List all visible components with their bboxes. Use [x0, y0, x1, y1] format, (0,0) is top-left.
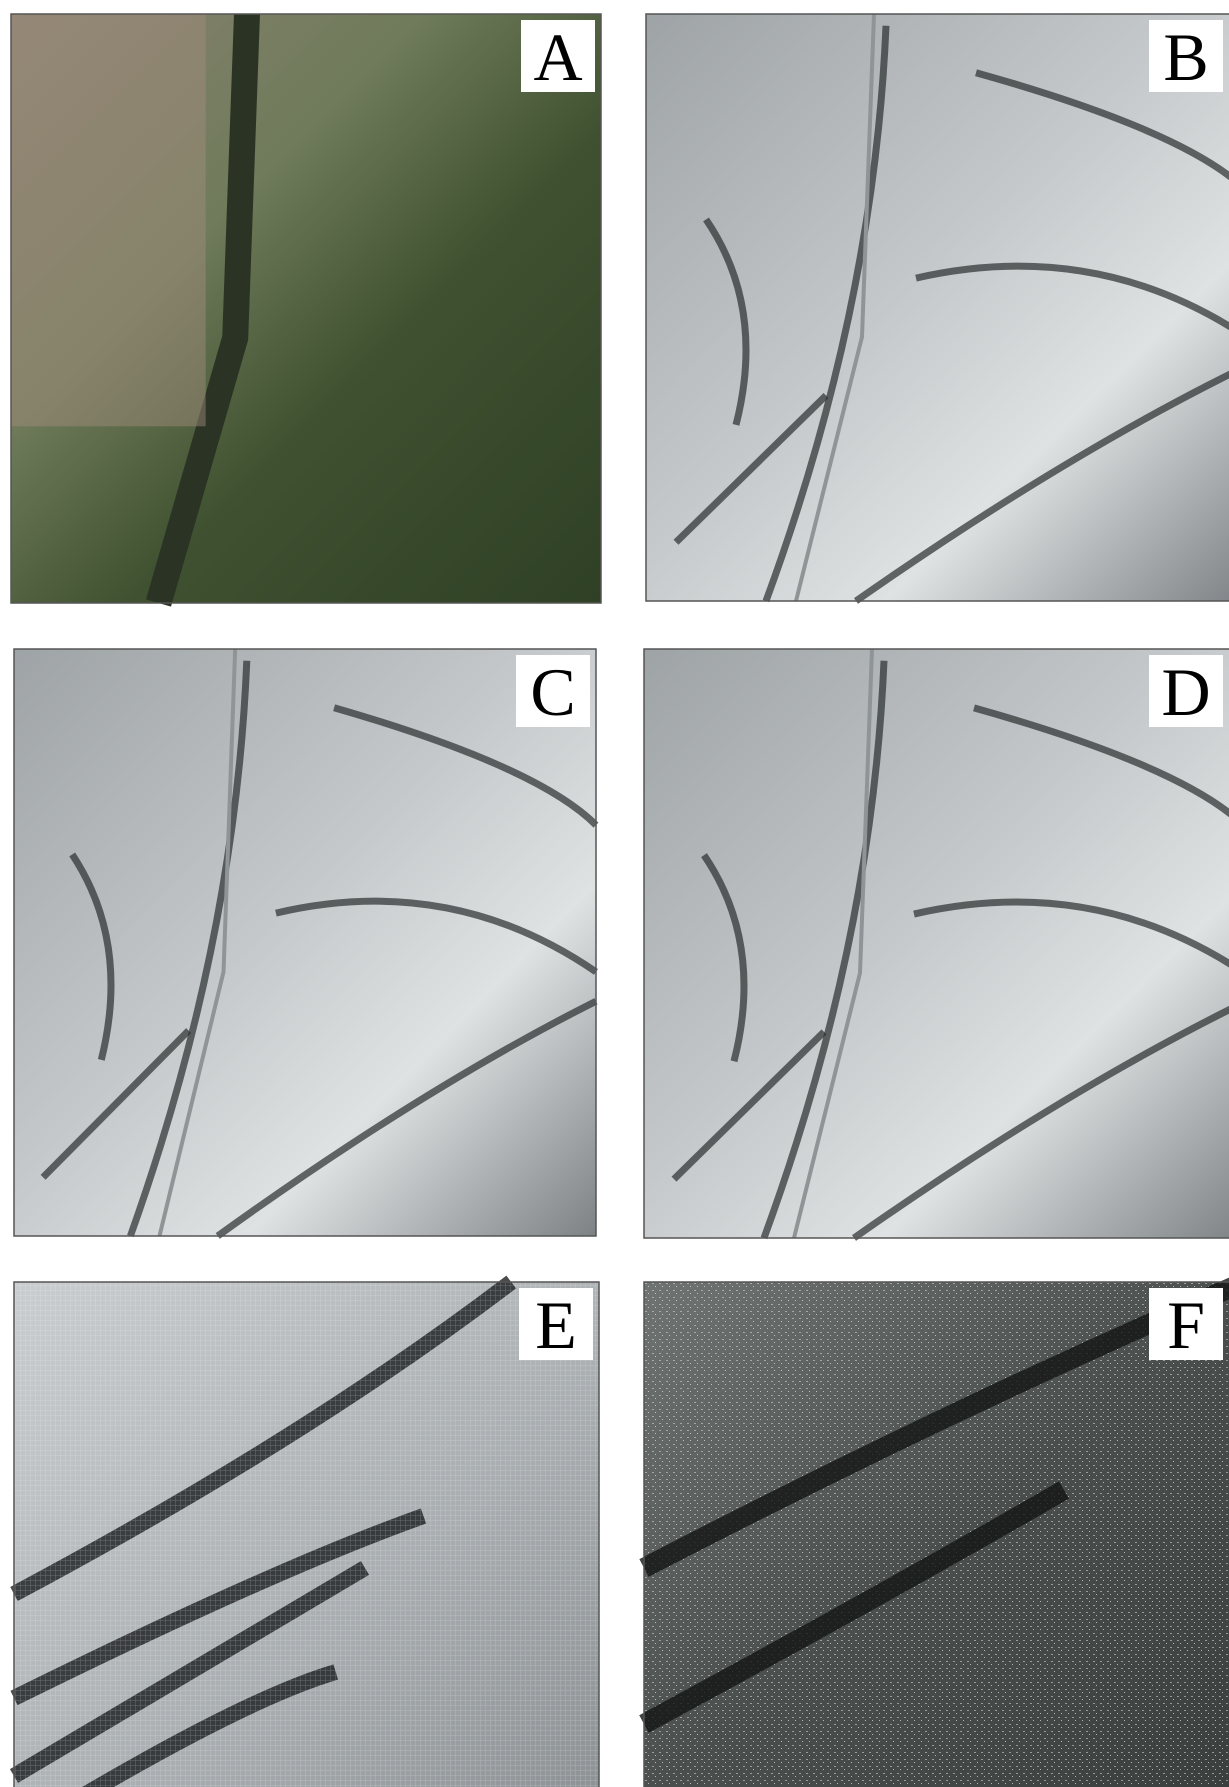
- panel-label: D: [1161, 654, 1210, 730]
- pixel-grid: [14, 1282, 599, 1787]
- figure: A B C D E F: [0, 0, 1229, 1787]
- lidar-speckle: [644, 1282, 1229, 1787]
- panel: C: [14, 649, 596, 1236]
- panel: F: [644, 1282, 1229, 1787]
- town: [11, 14, 206, 426]
- panel: D: [644, 649, 1229, 1238]
- hillshade: [14, 649, 596, 1236]
- panel-label: A: [533, 19, 582, 95]
- panel: B: [646, 14, 1229, 601]
- panel-label: C: [530, 654, 575, 730]
- panel-label: F: [1167, 1287, 1205, 1363]
- panel: E: [14, 1282, 599, 1787]
- panel-label: B: [1163, 19, 1208, 95]
- panel-label: E: [535, 1287, 577, 1363]
- hillshade: [644, 649, 1229, 1238]
- panel: A: [11, 14, 601, 603]
- hillshade: [646, 14, 1229, 601]
